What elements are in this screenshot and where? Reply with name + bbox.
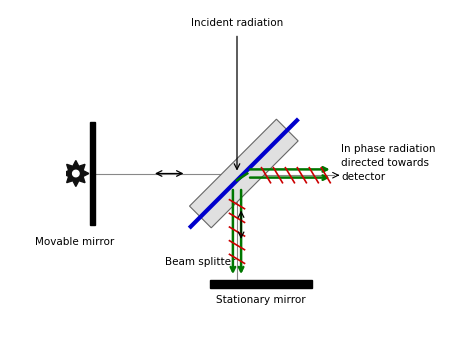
- Bar: [90, 122, 95, 225]
- Bar: [210, 280, 312, 288]
- Text: In phase radiation
directed towards
detector: In phase radiation directed towards dete…: [341, 144, 436, 182]
- Polygon shape: [63, 161, 89, 186]
- Text: Stationary mirror: Stationary mirror: [216, 295, 306, 305]
- Text: Movable mirror: Movable mirror: [35, 237, 114, 247]
- Text: Incident radiation: Incident radiation: [191, 18, 283, 28]
- Polygon shape: [73, 170, 79, 177]
- Text: Beam splitter: Beam splitter: [165, 257, 236, 267]
- Polygon shape: [190, 119, 298, 228]
